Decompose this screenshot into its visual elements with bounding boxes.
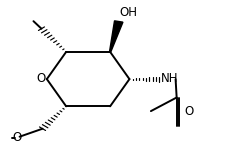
Text: O: O <box>185 105 194 118</box>
Text: NH: NH <box>161 72 178 85</box>
Text: O: O <box>36 72 46 85</box>
Polygon shape <box>109 21 123 52</box>
Text: OH: OH <box>120 6 138 19</box>
Text: O: O <box>12 131 21 144</box>
